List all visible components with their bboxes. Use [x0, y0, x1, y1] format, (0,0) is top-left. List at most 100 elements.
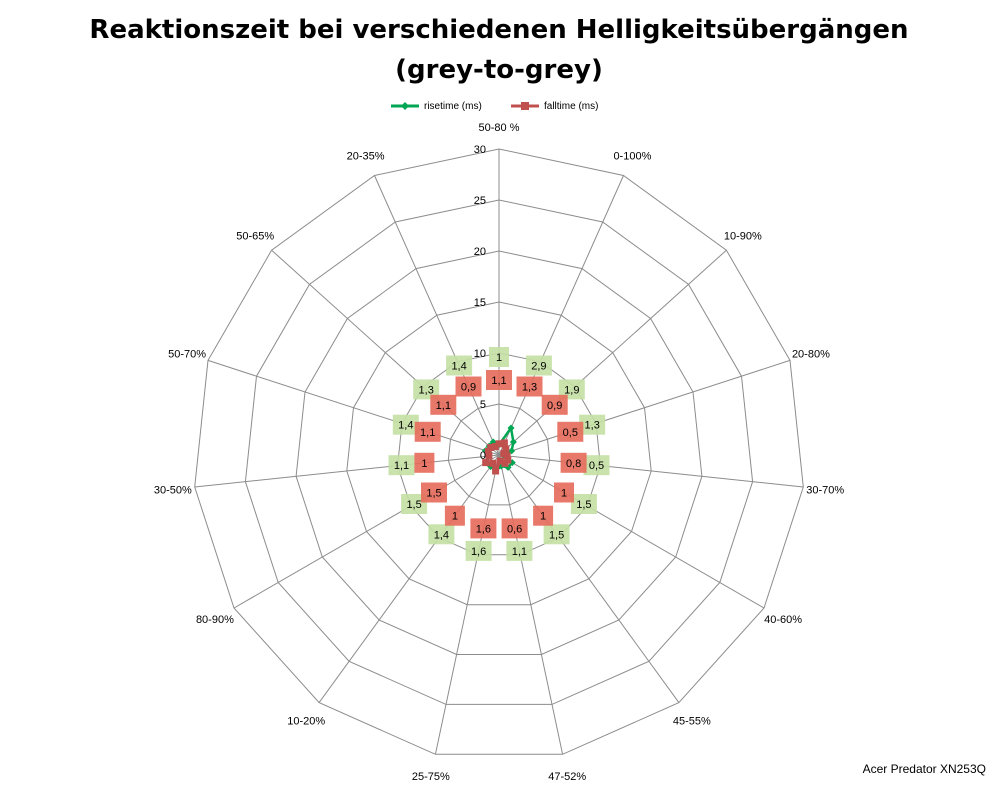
category-label: 10-90%	[724, 231, 762, 243]
data-label-bg-falltime	[486, 370, 512, 390]
watermark-text: Acer Predator XN253Q	[862, 762, 986, 776]
category-label: 10-20%	[287, 715, 325, 727]
falltime-point	[484, 448, 492, 455]
legend-label-falltime: falltime (ms)	[544, 100, 599, 112]
legend-risetime-marker	[391, 102, 419, 110]
grid-spoke	[318, 454, 500, 703]
axis-tick-label: 20	[474, 246, 486, 258]
data-label-bg-falltime	[470, 518, 497, 539]
grid-ring	[447, 403, 551, 506]
category-label: 40-60%	[764, 614, 802, 626]
data-label-risetime: 1,5	[549, 529, 564, 541]
grid-spoke	[271, 249, 500, 456]
grid-spoke	[233, 454, 500, 609]
grid-spoke	[207, 359, 500, 456]
legend-label-risetime: risetime (ms)	[424, 100, 482, 112]
falltime-point	[496, 457, 504, 465]
data-label-bg-falltime	[501, 518, 528, 539]
grid-spoke	[374, 175, 500, 456]
data-label-falltime: 0,6	[507, 523, 522, 535]
data-label-bg-risetime	[579, 414, 606, 435]
axis-tick-label: 10	[474, 348, 486, 360]
data-label-bg-risetime	[446, 355, 473, 376]
data-label-bg-falltime	[541, 394, 568, 415]
grid-ring	[397, 352, 601, 556]
category-label: 20-80%	[792, 349, 830, 361]
grid-spoke	[498, 454, 765, 609]
grid-ring	[194, 148, 804, 755]
grid-spoke	[498, 454, 804, 488]
radar-labels: 50-80 % 0-100% 10-90% 20-80% 30-70% 40-60% 45-…	[154, 122, 845, 783]
data-label-bg-falltime	[444, 505, 465, 526]
falltime-point	[487, 444, 495, 451]
data-label-bg-risetime	[506, 540, 533, 561]
category-label: 30-50%	[154, 484, 192, 496]
grid-spoke	[498, 454, 680, 703]
data-label-falltime: 1	[540, 511, 546, 523]
grid-spoke	[194, 454, 500, 488]
data-label-risetime: 1,4	[398, 420, 413, 432]
grid-ring	[244, 199, 754, 705]
data-label-falltime: 1,1	[436, 400, 451, 412]
falltime-point	[485, 452, 493, 460]
data-label-falltime: 0,9	[461, 382, 476, 394]
axis-tick-label: 0	[480, 450, 486, 462]
data-label-risetime: 1,9	[564, 384, 579, 396]
data-label-bg-risetime	[388, 455, 415, 476]
data-label-risetime: 1,6	[471, 546, 486, 558]
data-label-falltime: 0,5	[563, 427, 578, 439]
grid-spoke	[498, 175, 624, 456]
data-label-bg-falltime	[560, 452, 587, 473]
data-label-risetime: 1,4	[451, 361, 466, 373]
falltime-point	[492, 467, 500, 475]
data-label-bg-risetime	[392, 414, 419, 435]
falltime-point	[491, 443, 499, 451]
data-label-falltime: 0,9	[547, 400, 562, 412]
axis-tick-label: 5	[480, 399, 486, 411]
falltime-point	[501, 459, 509, 467]
legend-item-falltime: falltime (ms)	[510, 100, 598, 112]
data-label-bg-falltime	[430, 394, 457, 415]
data-label-risetime: 2,9	[531, 361, 546, 373]
data-label-bg-falltime	[414, 421, 441, 442]
falltime-point	[502, 445, 510, 453]
category-label: 0-100%	[613, 150, 651, 162]
category-label: 47-52%	[548, 771, 586, 783]
data-label-falltime: 0,8	[566, 458, 581, 470]
data-label-risetime: 1,5	[576, 499, 591, 511]
data-label-risetime: 1,1	[394, 460, 409, 472]
data-label-risetime: 1	[496, 352, 502, 364]
category-label: 50-65%	[236, 231, 274, 243]
data-label-falltime: 1	[452, 511, 458, 523]
falltime-point	[482, 459, 490, 467]
category-label: 30-70%	[806, 484, 844, 496]
data-label-risetime: 1,1	[512, 546, 527, 558]
category-label: 50-70%	[168, 349, 206, 361]
data-label-falltime: 1,1	[420, 427, 435, 439]
falltime-point	[500, 439, 508, 447]
falltime-point	[489, 459, 497, 467]
data-label-bg-falltime	[554, 482, 574, 503]
chart-title: Reaktionszeit bei verschiedenen Helligke…	[0, 10, 998, 90]
data-label-bg-falltime	[516, 376, 543, 397]
data-label-bg-risetime	[543, 524, 570, 545]
radar-series	[481, 424, 517, 475]
data-label-bg-risetime	[558, 379, 585, 400]
data-label-falltime: 1,3	[522, 382, 537, 394]
risetime-point	[507, 424, 515, 432]
grid-ring	[346, 301, 652, 606]
chart-legend: risetime (ms) falltime (ms)	[0, 100, 998, 116]
falltime-point	[503, 452, 511, 460]
radar-grid	[194, 148, 804, 755]
data-label-risetime: 1,3	[419, 384, 434, 396]
falltime-point	[495, 440, 503, 448]
data-label-bg-risetime	[413, 379, 440, 400]
data-label-bg-falltime	[557, 421, 584, 442]
chart-title-line1: Reaktionszeit bei verschiedenen Helligke…	[89, 15, 909, 45]
grid-spoke	[434, 454, 500, 755]
grid-spoke	[498, 359, 791, 456]
category-label: 50-80 %	[479, 122, 520, 134]
data-label-falltime: 1,1	[491, 375, 506, 387]
data-label-bg-falltime	[414, 452, 435, 473]
